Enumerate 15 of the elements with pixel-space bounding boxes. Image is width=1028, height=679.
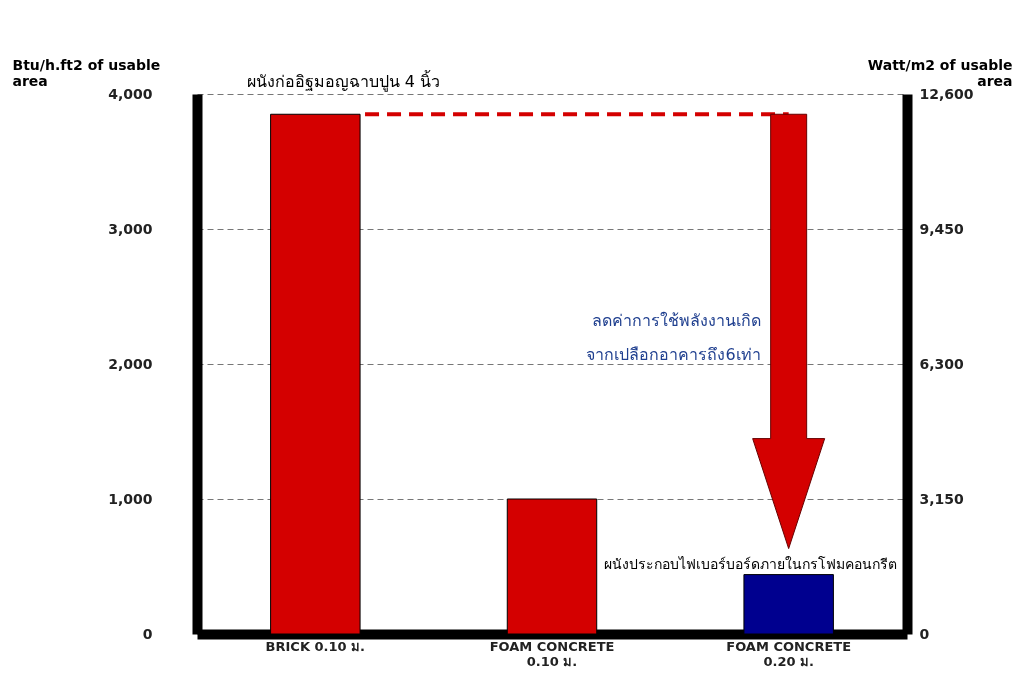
y2-tick-label: 0 xyxy=(919,625,930,642)
y2-tick-label: 9,450 xyxy=(919,220,965,237)
annotation: ผนังประกอบไฟเบอร์บอร์ดภายในกรโฟมคอนกรีต xyxy=(604,555,897,572)
annotation: ลดค่าการใช้พลังงานเกิด xyxy=(591,310,761,330)
y-tick-label: 3,000 xyxy=(108,220,153,237)
y2-tick-label: 3,150 xyxy=(919,490,965,507)
x-tick-label: FOAM CONCRETE 0.10 ม. xyxy=(489,638,615,669)
y-tick-label: 2,000 xyxy=(108,355,153,372)
y-tick-label: 1,000 xyxy=(108,490,153,507)
y-tick-label: 0 xyxy=(142,625,153,642)
y2-tick-label: 6,300 xyxy=(919,355,965,372)
x-tick-label: FOAM CONCRETE 0.20 ม. xyxy=(726,638,852,669)
x-tick-label: BRICK 0.10 ม. xyxy=(265,638,366,654)
annotation: จากเปลือกอาคารถึง6เท่า xyxy=(586,344,761,364)
chart-title: ผนังก่ออิฐมอญฉาบปูน 4 นิ้ว xyxy=(246,70,441,92)
